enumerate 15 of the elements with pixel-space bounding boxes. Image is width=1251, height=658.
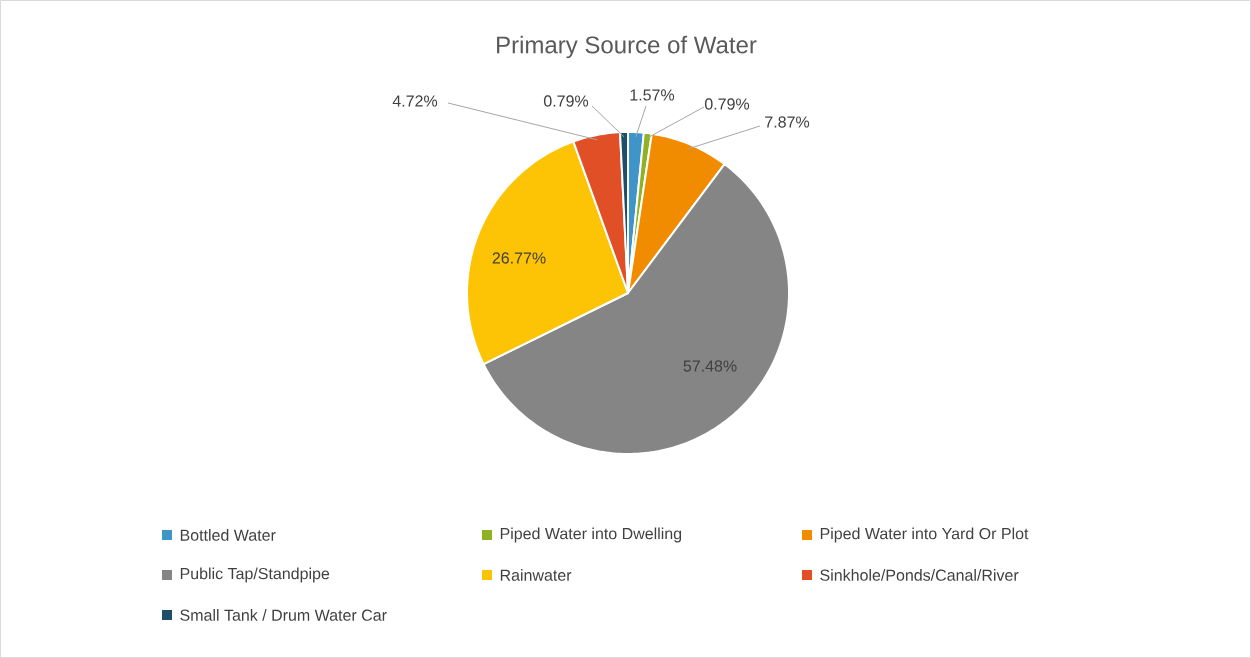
data-label: 0.79% bbox=[543, 95, 589, 107]
data-label: 26.77% bbox=[492, 252, 546, 264]
data-label: 7.87% bbox=[765, 116, 810, 128]
legend-label: Public Tap/Standpipe bbox=[180, 567, 330, 583]
data-label: 57.48% bbox=[683, 360, 737, 372]
legend-label: Piped Water into Dwelling bbox=[500, 527, 682, 543]
legend-label: Rainwater bbox=[500, 569, 572, 581]
legend-label: Piped Water into Yard Or Plot bbox=[820, 527, 1029, 543]
chart-title: Primary Source of Water bbox=[497, 35, 757, 59]
legend-label: Sinkhole/Ponds/Canal/River bbox=[820, 569, 1019, 581]
legend-label: Small Tank / Drum Water Car bbox=[180, 609, 387, 621]
data-label: 1.57% bbox=[630, 89, 675, 101]
legend-label: Bottled Water bbox=[180, 529, 276, 541]
data-label: 0.79% bbox=[704, 98, 750, 110]
data-label: 4.72% bbox=[392, 95, 438, 107]
